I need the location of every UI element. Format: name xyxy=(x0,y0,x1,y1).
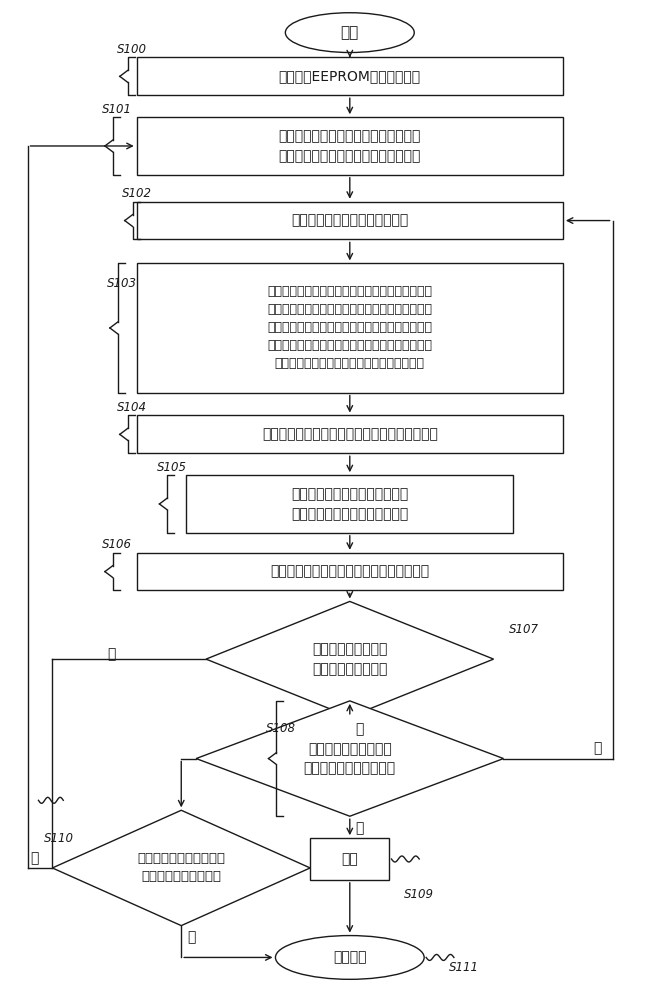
Bar xyxy=(137,117,563,175)
Text: S101: S101 xyxy=(102,103,132,116)
Text: 主节点采集工业总线上的数据作为比对地址: 主节点采集工业总线上的数据作为比对地址 xyxy=(270,565,430,579)
Text: S108: S108 xyxy=(266,722,296,735)
Text: 主节点通过驱动主节点片选端使得译码器的译码器
片选端的第二片选信号为有效状态；同时主节点驱
动主节点输出端以使得译码器驱动译码器输出端输
出待分配从节点对应的第: 主节点通过驱动主节点片选端使得译码器的译码器 片选端的第二片选信号为有效状态；同… xyxy=(267,285,432,370)
Text: S110: S110 xyxy=(44,832,75,845)
Text: 是: 是 xyxy=(356,821,364,835)
Bar xyxy=(137,57,563,95)
Text: 待分配从节点将设置好的通信地
址作为总线数据发送至工业总线: 待分配从节点将设置好的通信地 址作为总线数据发送至工业总线 xyxy=(291,487,409,521)
Bar xyxy=(310,838,390,880)
Text: S107: S107 xyxy=(508,623,538,636)
Text: 否: 否 xyxy=(30,851,39,865)
Text: 否: 否 xyxy=(356,722,364,736)
Text: 否: 否 xyxy=(593,742,602,756)
Polygon shape xyxy=(196,701,504,816)
Text: 开始: 开始 xyxy=(341,25,359,40)
Text: S109: S109 xyxy=(404,888,434,901)
Bar xyxy=(137,415,563,453)
Text: 主节点按照译码器输出端在译码器上的
端口的排列顺序依次选择待分配从节点: 主节点按照译码器输出端在译码器上的 端口的排列顺序依次选择待分配从节点 xyxy=(279,129,421,163)
Ellipse shape xyxy=(275,936,424,979)
Polygon shape xyxy=(52,810,310,926)
Text: 是: 是 xyxy=(187,931,196,945)
Text: 主节点判断是否四个从节
点的通信地址均已设置: 主节点判断是否四个从节 点的通信地址均已设置 xyxy=(137,852,225,883)
Text: 报警: 报警 xyxy=(341,852,358,866)
Text: S106: S106 xyxy=(102,538,132,551)
Text: 主节点从地址表中获取目标地址: 主节点从地址表中获取目标地址 xyxy=(291,214,409,228)
Bar xyxy=(137,263,563,393)
Polygon shape xyxy=(206,601,494,717)
Text: 待分配从节点采集数据并设置为自身的通信地址: 待分配从节点采集数据并设置为自身的通信地址 xyxy=(262,427,438,441)
Text: 是: 是 xyxy=(108,647,116,661)
Text: 主节点判断比对地址
与目标地址是否相同: 主节点判断比对地址 与目标地址是否相同 xyxy=(312,642,387,676)
Text: 主节点从EEPROM中获取地址表: 主节点从EEPROM中获取地址表 xyxy=(279,69,421,83)
Bar xyxy=(137,553,563,590)
Bar xyxy=(137,202,563,239)
Text: S104: S104 xyxy=(117,401,146,414)
Text: S100: S100 xyxy=(117,43,146,56)
Text: S103: S103 xyxy=(107,277,137,290)
Text: S111: S111 xyxy=(449,961,479,974)
Text: 结束流程: 结束流程 xyxy=(333,950,366,964)
Ellipse shape xyxy=(285,13,414,52)
Bar xyxy=(186,475,513,533)
Text: S102: S102 xyxy=(122,187,152,200)
Text: 判断对该待分配从节点
的地址设置是否超过三次: 判断对该待分配从节点 的地址设置是否超过三次 xyxy=(303,742,396,775)
Text: S105: S105 xyxy=(156,461,186,474)
